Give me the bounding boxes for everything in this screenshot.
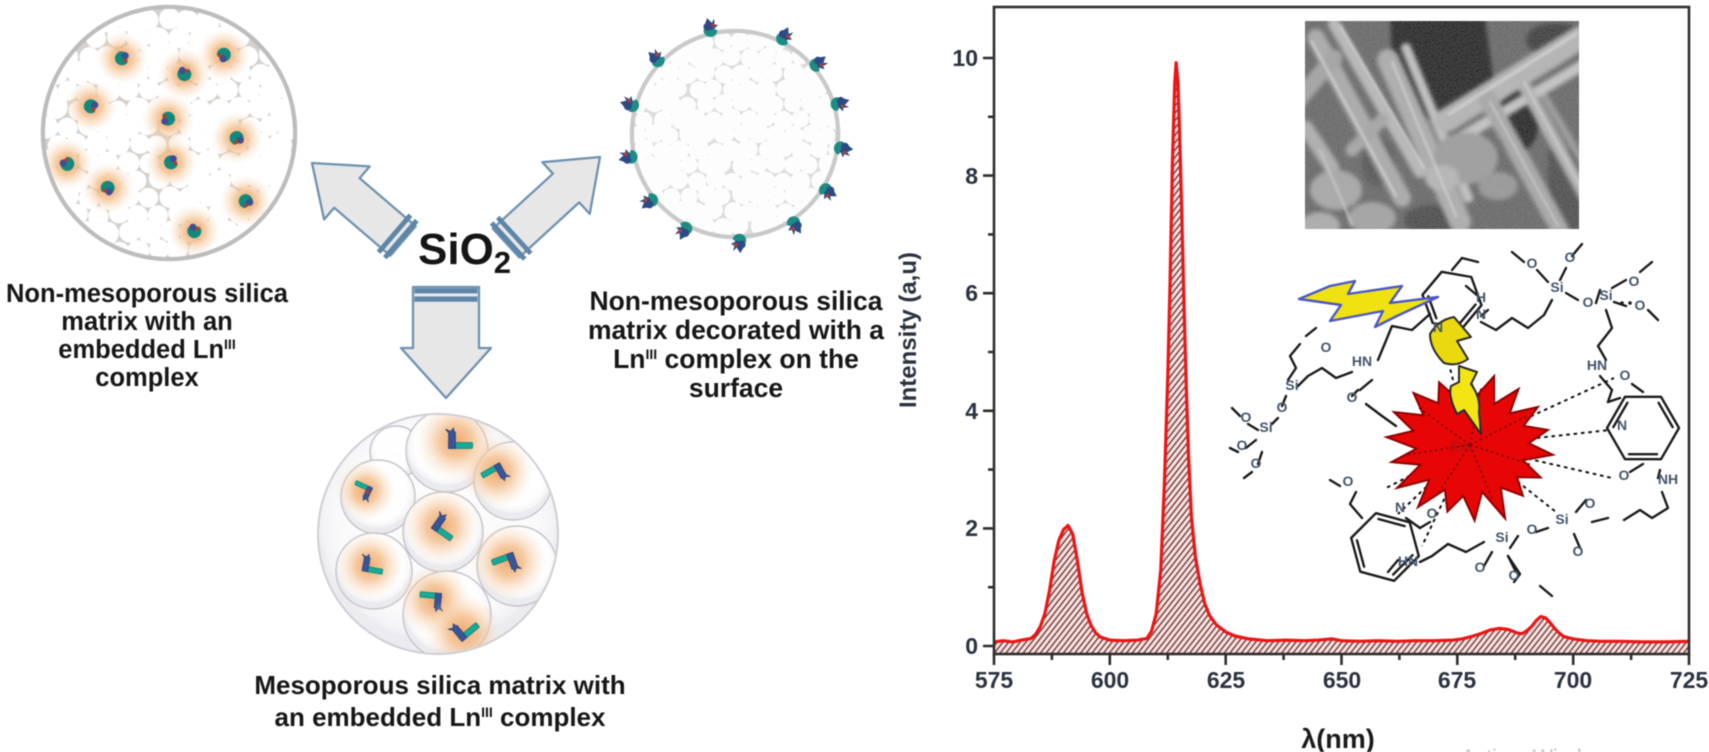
svg-text:8: 8 — [965, 163, 978, 189]
svg-text:NH: NH — [1658, 471, 1678, 487]
svg-text:Si: Si — [1285, 377, 1298, 393]
svg-text:O: O — [1241, 409, 1252, 425]
svg-text:HN: HN — [1398, 553, 1418, 569]
svg-text:700: 700 — [1554, 667, 1592, 693]
svg-text:625: 625 — [1207, 667, 1246, 693]
svg-text:O: O — [1277, 399, 1288, 415]
svg-text:Intensity (a,u): Intensity (a,u) — [895, 252, 922, 408]
svg-text:O: O — [1583, 294, 1594, 310]
svg-text:575: 575 — [975, 667, 1014, 693]
svg-text:4: 4 — [965, 398, 978, 424]
svg-text:O: O — [1475, 559, 1486, 575]
svg-text:complex: complex — [95, 364, 198, 392]
svg-text:Si: Si — [1555, 511, 1568, 527]
svg-text:Si: Si — [1599, 287, 1612, 303]
svg-text:N: N — [1395, 499, 1405, 515]
svg-text:Si: Si — [1550, 279, 1563, 295]
svg-text:O: O — [1237, 437, 1248, 453]
svg-text:N: N — [1433, 319, 1443, 335]
svg-text:O: O — [1573, 543, 1584, 559]
svg-text:650: 650 — [1323, 667, 1361, 693]
svg-text:O: O — [1527, 255, 1538, 271]
svg-text:725: 725 — [1670, 667, 1709, 693]
svg-text:embedded LnIII​: embedded LnIII​ — [58, 336, 235, 364]
svg-text:O: O — [1620, 367, 1631, 383]
svg-text:O: O — [1251, 455, 1262, 471]
svg-text:O: O — [1343, 473, 1354, 489]
svg-text:an embedded LnIII​ complex: an embedded LnIII​ complex — [275, 702, 606, 732]
svg-text:matrix decorated with a: matrix decorated with a — [588, 315, 884, 345]
svg-text:2: 2 — [965, 515, 978, 541]
svg-text:O: O — [1509, 567, 1520, 583]
svg-text:surface: surface — [689, 373, 783, 403]
svg-text:O: O — [1321, 339, 1332, 355]
svg-text:H: H — [1476, 289, 1486, 305]
svg-text:Activar Windows: Activar Windows — [1461, 745, 1620, 752]
svg-text:N: N — [1617, 417, 1627, 433]
svg-text:HN: HN — [1352, 353, 1372, 369]
svg-text:HN: HN — [1587, 357, 1607, 373]
svg-text:Non-mesoporous silica: Non-mesoporous silica — [589, 286, 882, 316]
svg-text:Si: Si — [1495, 529, 1508, 545]
svg-text:Non-mesoporous silica: Non-mesoporous silica — [6, 280, 289, 308]
svg-text:Si: Si — [1259, 419, 1272, 435]
svg-text:O: O — [1427, 505, 1438, 521]
svg-text:O: O — [1619, 467, 1630, 483]
svg-text:O: O — [1347, 389, 1358, 405]
svg-text:600: 600 — [1091, 667, 1129, 693]
svg-text:10: 10 — [952, 45, 978, 71]
svg-text:0: 0 — [965, 633, 978, 659]
svg-text:λ(nm): λ(nm) — [1301, 724, 1375, 752]
svg-text:O: O — [1585, 495, 1596, 511]
svg-text:EuL: EuL — [1450, 438, 1477, 454]
svg-text:Mesoporous silica matrix with: Mesoporous silica matrix with — [254, 670, 625, 700]
svg-text:matrix with an: matrix with an — [61, 308, 232, 336]
svg-text:O: O — [1629, 273, 1640, 289]
svg-text:N: N — [1476, 306, 1486, 322]
svg-text:6: 6 — [965, 280, 978, 306]
svg-text:O: O — [1635, 297, 1646, 313]
svg-text:O: O — [1527, 521, 1538, 537]
svg-text:O: O — [1565, 249, 1576, 265]
svg-text:675: 675 — [1438, 667, 1477, 693]
